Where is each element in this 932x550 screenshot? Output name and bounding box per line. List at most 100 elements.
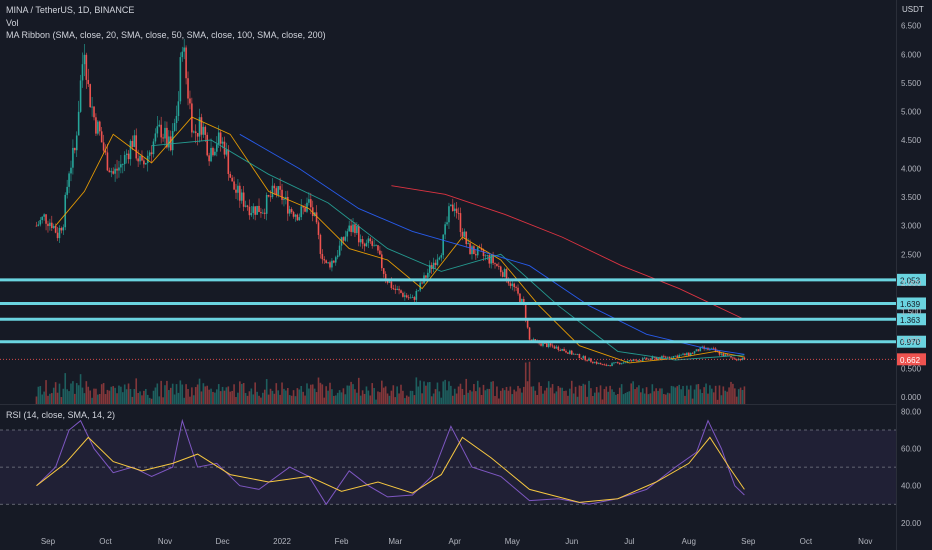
volume-bar <box>164 385 166 404</box>
candle-body <box>265 195 268 214</box>
rsi-indicator-label[interactable]: RSI (14, close, SMA, 14, 2) <box>6 410 116 420</box>
candle-body <box>674 355 677 357</box>
candle-body <box>377 245 379 251</box>
candle-body <box>323 259 326 261</box>
candle-body <box>638 360 640 362</box>
candle-body <box>277 186 280 195</box>
volume-bar <box>532 386 535 404</box>
candle-body <box>534 339 537 341</box>
volume-bar <box>279 394 281 404</box>
volume-bar <box>325 386 327 404</box>
candle-body <box>640 360 642 362</box>
candle-body <box>498 265 500 267</box>
volume-bar <box>419 380 421 404</box>
candle-body <box>290 209 293 213</box>
volume-bar <box>129 388 132 404</box>
candle-body <box>384 273 387 280</box>
candle-body <box>250 212 253 216</box>
volume-bar <box>304 395 306 404</box>
volume-bar <box>72 381 74 404</box>
volume-bar <box>286 387 289 404</box>
candle-body <box>49 222 51 227</box>
volume-bar <box>515 391 517 404</box>
candle-body <box>689 352 692 356</box>
volume-bar <box>703 387 705 404</box>
volume-bar <box>593 392 596 404</box>
volume-bar <box>112 386 114 404</box>
time-tick-label: Apr <box>448 537 461 546</box>
volume-bar <box>590 388 592 404</box>
price-tick-label: 5.000 <box>901 107 922 116</box>
volume-bar <box>302 391 304 404</box>
volume-bar <box>169 387 172 404</box>
candle-body <box>687 352 690 356</box>
volume-bar <box>43 391 45 404</box>
volume-bar <box>407 396 410 404</box>
volume-bar <box>275 383 278 404</box>
candle-body <box>643 357 646 359</box>
volume-bar <box>352 384 354 404</box>
candle-body <box>388 281 391 283</box>
volume-bar <box>436 382 439 404</box>
candle-body <box>171 130 174 151</box>
volume-bar <box>331 389 333 404</box>
candle-body <box>726 354 728 356</box>
candle-body <box>373 245 375 247</box>
candle-body <box>601 364 604 366</box>
volume-bar <box>634 389 636 404</box>
candle-body <box>321 253 324 260</box>
candle-body <box>152 141 155 155</box>
volume-bar <box>123 384 126 404</box>
candle-body <box>141 155 143 161</box>
volume-bar <box>242 383 245 404</box>
volume-bar <box>133 389 136 404</box>
volume-bar <box>739 387 742 404</box>
volume-bar <box>551 384 554 404</box>
candle-body <box>77 111 80 136</box>
rsi-ma-line <box>36 436 745 503</box>
candle-body <box>515 287 517 288</box>
symbol-title[interactable]: MINA / TetherUS, 1D, BINANCE <box>6 5 135 15</box>
volume-bar <box>154 387 157 404</box>
volume-bar <box>486 388 489 404</box>
volume-bar <box>423 381 425 404</box>
volume-bar <box>405 395 408 404</box>
volume-bar <box>663 394 665 404</box>
candle-body <box>359 239 362 243</box>
candle-body <box>52 225 55 229</box>
volume-bar <box>371 383 374 404</box>
candle-body <box>553 346 556 349</box>
candle-body <box>242 192 245 207</box>
volume-indicator-label[interactable]: Vol <box>6 18 19 28</box>
candle-body <box>572 353 575 355</box>
candle-body <box>97 121 99 134</box>
time-tick-label: 2022 <box>273 537 291 546</box>
volume-bar <box>398 393 400 404</box>
volume-bar <box>651 384 654 404</box>
candle-body <box>712 348 715 350</box>
candle-body <box>187 78 189 99</box>
volume-bar <box>386 393 389 404</box>
ma-ribbon-indicator-label[interactable]: MA Ribbon (SMA, close, 20, SMA, close, 5… <box>6 30 326 40</box>
candle-body <box>135 135 138 159</box>
volume-bar <box>106 389 109 404</box>
candle-body <box>363 243 366 247</box>
volume-bar <box>695 384 698 404</box>
volume-bar <box>51 393 53 404</box>
candle-body <box>246 205 249 207</box>
candle-body <box>699 347 702 352</box>
candle-body <box>686 352 688 356</box>
volume-bar <box>565 390 567 404</box>
candle-body <box>75 135 78 151</box>
volume-bar <box>674 387 677 404</box>
volume-bar <box>206 385 209 404</box>
volume-bar <box>262 392 264 404</box>
volume-bar <box>699 389 702 404</box>
candle-body <box>609 365 611 367</box>
volume-bar <box>250 388 253 404</box>
volume-bar <box>198 378 201 404</box>
candle-body <box>509 283 512 286</box>
candle-body <box>281 189 283 200</box>
ma-line-sma-200 <box>391 185 745 320</box>
